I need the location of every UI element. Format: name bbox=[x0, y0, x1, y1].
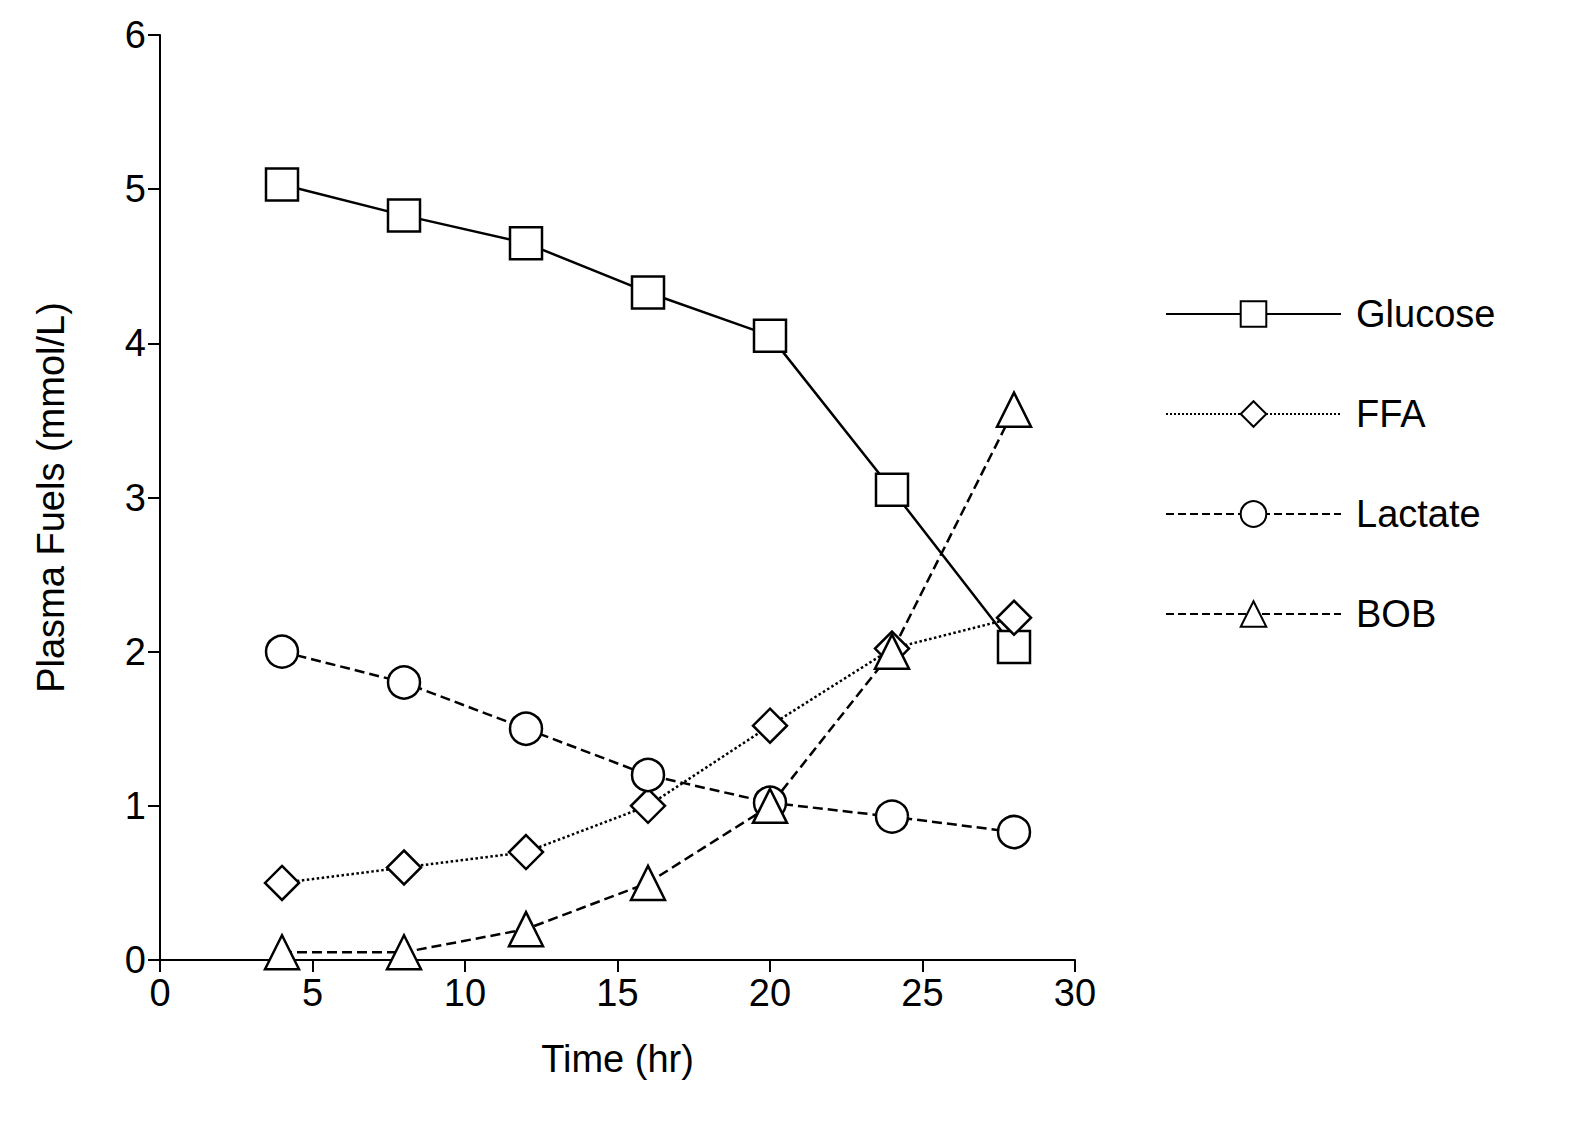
svg-text:10: 10 bbox=[444, 972, 486, 1014]
svg-text:5: 5 bbox=[125, 168, 146, 210]
svg-text:5: 5 bbox=[302, 972, 323, 1014]
svg-text:25: 25 bbox=[901, 972, 943, 1014]
svg-text:BOB: BOB bbox=[1356, 593, 1436, 635]
svg-text:4: 4 bbox=[125, 322, 146, 364]
svg-text:6: 6 bbox=[125, 14, 146, 56]
svg-text:2: 2 bbox=[125, 631, 146, 673]
svg-text:3: 3 bbox=[125, 477, 146, 519]
svg-text:30: 30 bbox=[1054, 972, 1096, 1014]
svg-text:15: 15 bbox=[596, 972, 638, 1014]
svg-text:Plasma Fuels (mmol/L): Plasma Fuels (mmol/L) bbox=[30, 302, 72, 693]
svg-text:Glucose: Glucose bbox=[1356, 293, 1495, 335]
svg-text:20: 20 bbox=[749, 972, 791, 1014]
svg-text:FFA: FFA bbox=[1356, 393, 1426, 435]
svg-text:Lactate: Lactate bbox=[1356, 493, 1481, 535]
svg-text:0: 0 bbox=[149, 972, 170, 1014]
svg-text:0: 0 bbox=[125, 939, 146, 981]
svg-text:Time (hr): Time (hr) bbox=[541, 1038, 694, 1080]
svg-text:1: 1 bbox=[125, 785, 146, 827]
